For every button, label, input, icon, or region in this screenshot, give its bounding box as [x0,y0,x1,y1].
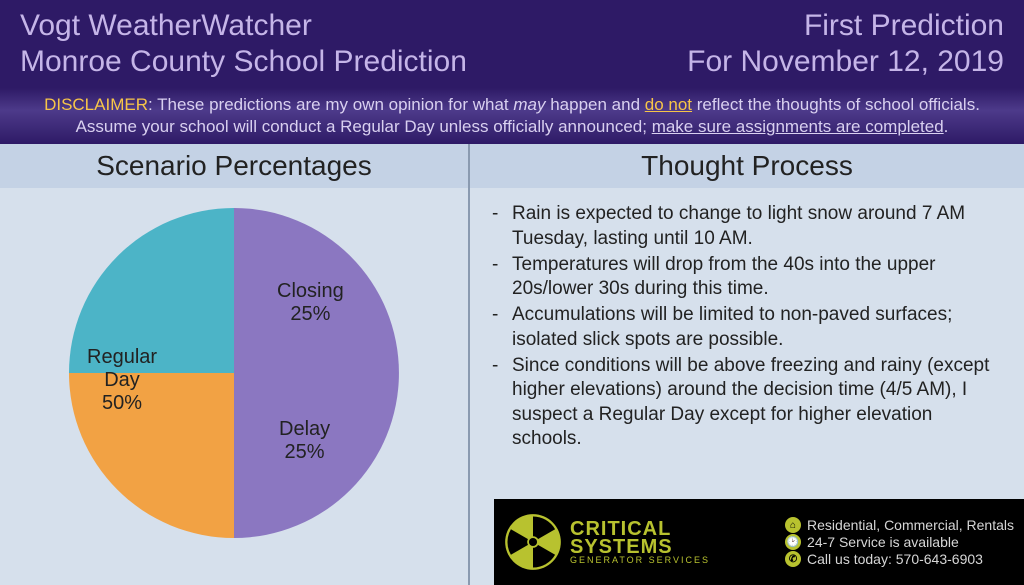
sponsor-banner: CRITICAL SYSTEMS GENERATOR SERVICES ⌂ Res… [494,499,1024,585]
sponsor-row: ⌂ Residential, Commercial, Rentals [785,517,1014,533]
thought-item: -Rain is expected to change to light sno… [492,202,1002,251]
sponsor-logo: CRITICAL SYSTEMS GENERATOR SERVICES [504,513,710,571]
radiation-icon [504,513,562,571]
sponsor-row-text: Residential, Commercial, Rentals [807,517,1014,533]
main-content: Scenario Percentages RegularDay50% Closin… [0,144,1024,585]
prediction-ordinal: First Prediction [687,8,1004,44]
thought-text: Since conditions will be above freezing … [512,354,1002,451]
scenario-title: Scenario Percentages [0,144,468,188]
bullet-dash: - [492,303,512,352]
pie-chart: RegularDay50% Closing25% Delay25% [69,208,399,538]
left-panel: Scenario Percentages RegularDay50% Closin… [0,144,470,585]
sponsor-row-text: Call us today: 570-643-6903 [807,551,983,567]
pie-slice [234,208,399,538]
header-right: First Prediction For November 12, 2019 [687,8,1004,80]
thought-item: -Accumulations will be limited to non-pa… [492,303,1002,352]
bullet-dash: - [492,202,512,251]
thought-text: Temperatures will drop from the 40s into… [512,253,1002,302]
phone-icon: ✆ [785,551,801,567]
disclaimer-label: DISCLAIMER [44,95,148,114]
thought-title: Thought Process [470,144,1024,188]
sponsor-info: ⌂ Residential, Commercial, Rentals 🕑 24-7 S… [785,516,1014,568]
thought-text: Accumulations will be limited to non-pav… [512,303,1002,352]
pie-slice-label: RegularDay50% [87,346,157,415]
thought-item: -Temperatures will drop from the 40s int… [492,253,1002,302]
sponsor-row: ✆ Call us today: 570-643-6903 [785,551,1014,567]
sponsor-row: 🕑 24-7 Service is available [785,534,1014,550]
brand-name: Vogt WeatherWatcher [20,8,467,44]
sponsor-row-text: 24-7 Service is available [807,534,959,550]
header: Vogt WeatherWatcher Monroe County School… [0,0,1024,88]
disclaimer-bar: DISCLAIMER: These predictions are my own… [0,88,1024,144]
thought-list: -Rain is expected to change to light sno… [470,188,1024,461]
pie-slice-label: Delay25% [279,418,330,464]
prediction-date: For November 12, 2019 [687,44,1004,80]
bullet-dash: - [492,253,512,302]
header-subtitle: Monroe County School Prediction [20,44,467,80]
clock-icon: 🕑 [785,534,801,550]
pie-slice-label: Closing25% [277,280,344,326]
bullet-dash: - [492,354,512,451]
home-icon: ⌂ [785,517,801,533]
sponsor-name: CRITICAL SYSTEMS GENERATOR SERVICES [570,520,710,564]
right-panel: Thought Process -Rain is expected to cha… [470,144,1024,585]
thought-text: Rain is expected to change to light snow… [512,202,1002,251]
header-left: Vogt WeatherWatcher Monroe County School… [20,8,467,80]
thought-item: -Since conditions will be above freezing… [492,354,1002,451]
